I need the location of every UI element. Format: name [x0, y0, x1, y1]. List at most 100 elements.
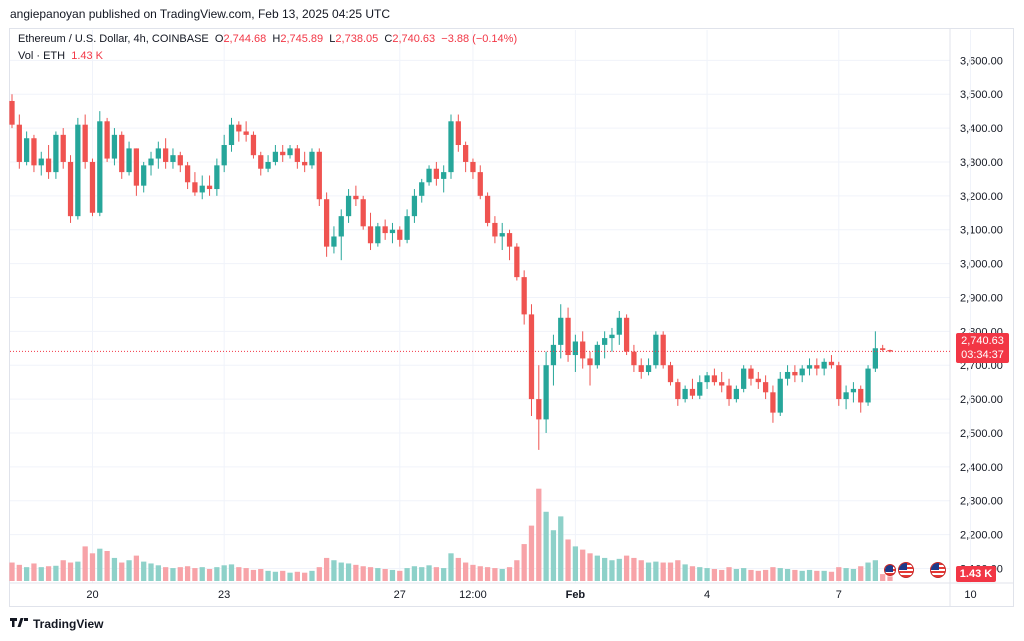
volume-bar	[726, 567, 732, 581]
candle-body	[345, 195, 352, 217]
candle-body	[550, 344, 557, 366]
candle-body	[89, 161, 96, 213]
volume-bar	[565, 539, 571, 581]
candle-body	[221, 145, 227, 166]
volume-bar	[521, 544, 527, 581]
candle-body	[9, 100, 15, 125]
volume-bar	[506, 567, 513, 581]
us-flag-event-icon[interactable]	[930, 562, 946, 578]
candle-body	[799, 368, 805, 376]
volume-bar	[404, 568, 410, 581]
candle-body	[477, 172, 483, 196]
x-tick-label: 12:00	[459, 589, 487, 601]
candle-body	[404, 216, 410, 240]
volume-bar	[441, 568, 447, 581]
candle-body	[316, 151, 322, 200]
candle-body	[155, 148, 161, 159]
volume-bar	[199, 567, 205, 581]
volume-bar	[323, 557, 330, 581]
volume-bar	[155, 565, 161, 581]
candle-body	[367, 226, 374, 244]
close-label: C	[384, 33, 393, 45]
candle-body	[309, 151, 315, 166]
candle-body	[806, 365, 813, 369]
candle-body	[448, 121, 454, 173]
candle-body	[697, 382, 703, 396]
volume-bar	[675, 560, 681, 581]
symbol-title[interactable]: Ethereum / U.S. Dollar, 4h, COINBASE	[18, 33, 209, 45]
volume-label[interactable]: Vol · ETH	[18, 50, 66, 62]
x-tick-label: Feb	[566, 589, 586, 601]
candle-body	[228, 124, 235, 146]
volume-bar	[448, 553, 454, 581]
y-tick-label: 2,600.00	[960, 394, 1003, 406]
candle-body	[119, 134, 125, 173]
chart-frame[interactable]	[9, 28, 1014, 607]
candle-body	[777, 378, 783, 413]
volume-bar	[89, 553, 96, 581]
volume-bar	[309, 570, 315, 581]
volume-bar	[228, 564, 235, 581]
us-flag-event-icon[interactable]	[898, 562, 914, 578]
x-tick-label: 27	[394, 589, 406, 601]
volume-bar	[653, 561, 659, 581]
volume-bar	[148, 563, 154, 581]
candle-body	[762, 382, 769, 393]
candle-body	[741, 368, 747, 389]
candle-body	[667, 365, 674, 383]
volume-bar	[741, 568, 747, 581]
tradingview-footer[interactable]: TradingView	[10, 617, 103, 631]
x-tick-label: 7	[836, 589, 842, 601]
candle-body	[616, 317, 622, 335]
volume-bar	[367, 567, 374, 581]
volume-bar	[360, 566, 366, 581]
candle-body	[623, 317, 630, 352]
candle-body	[60, 134, 66, 162]
y-tick-label: 3,400.00	[960, 123, 1003, 135]
candle-body	[382, 226, 388, 234]
candle-body	[375, 226, 381, 244]
volume-bar	[828, 571, 835, 581]
volume-bar	[770, 567, 776, 581]
candle-body	[770, 392, 776, 413]
candle-body	[572, 341, 579, 356]
volume-bar	[470, 564, 476, 581]
candle-body	[843, 392, 849, 400]
x-tick-label: 23	[218, 589, 230, 601]
volume-bar	[580, 549, 586, 581]
candle-body	[755, 378, 761, 383]
candle-body	[250, 134, 257, 156]
candle-body	[111, 134, 118, 159]
publisher-line: angiepanoyan published on TradingView.co…	[10, 7, 391, 21]
candle-body	[587, 358, 593, 366]
candle-body	[199, 185, 205, 193]
candle-body	[45, 158, 52, 173]
candle-body	[419, 182, 425, 196]
volume-bar	[184, 566, 191, 581]
volume-bar	[836, 567, 842, 581]
volume-bar	[777, 568, 783, 581]
x-tick-label: 10	[964, 589, 976, 601]
candle-body	[280, 151, 286, 156]
volume-bar	[119, 562, 125, 581]
candle-body	[543, 365, 549, 420]
volume-bar	[243, 568, 249, 581]
volume-bar	[163, 567, 169, 581]
candle-body	[733, 388, 739, 400]
us-flag-event-icon[interactable]	[884, 564, 896, 576]
volume-bar	[287, 572, 293, 581]
y-tick-label: 3,000.00	[960, 259, 1003, 271]
y-tick-label: 3,100.00	[960, 225, 1003, 237]
candle-body	[580, 341, 586, 359]
candle-body	[141, 165, 147, 186]
volume-bar	[53, 565, 59, 581]
volume-legend: Vol · ETH 1.43 K	[18, 50, 103, 62]
volume-bar	[353, 564, 359, 581]
candle-body	[836, 365, 842, 400]
volume-bar	[45, 566, 52, 581]
low-value: 2,738.05	[335, 33, 379, 45]
volume-bar	[23, 567, 30, 581]
volume-bar	[814, 570, 820, 581]
volume-bar	[872, 560, 879, 581]
